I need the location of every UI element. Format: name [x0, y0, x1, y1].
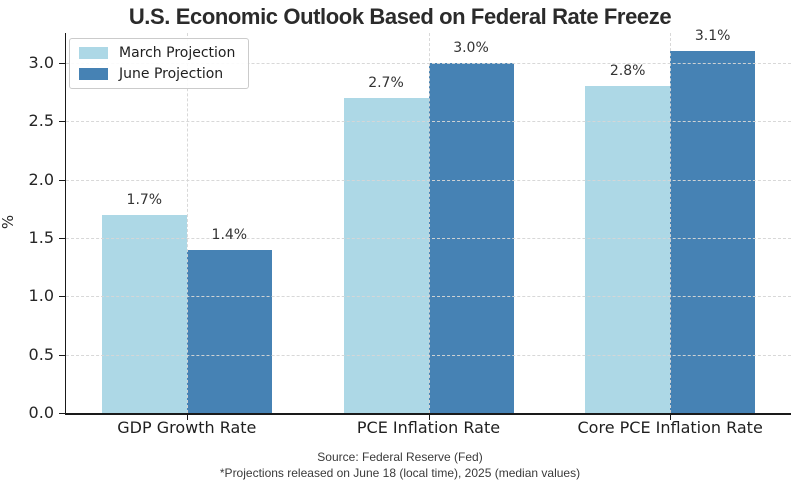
bar-june-projection-core-pce-inflation-rate	[670, 51, 756, 413]
bar-march-projection-pce-inflation-rate	[343, 98, 429, 413]
legend-entry-march-projection: March Projection	[79, 45, 235, 61]
legend-swatch-march-projection	[79, 47, 108, 59]
footer-source-line: Source: Federal Reserve (Fed)	[317, 450, 483, 464]
legend-swatch-june-projection	[79, 68, 108, 80]
x-tick-label-pce-inflation-rate: PCE Inflation Rate	[356, 418, 501, 437]
x-tick-mark	[186, 415, 188, 420]
chart-title: U.S. Economic Outlook Based on Federal R…	[128, 4, 672, 29]
bar-value-label-march-projection-pce-inflation-rate: 2.7%	[368, 75, 404, 91]
bar-march-projection-core-pce-inflation-rate	[585, 86, 671, 413]
legend-label-june-projection: June Projection	[119, 66, 224, 82]
x-tick-mark	[428, 415, 430, 420]
y-tick-mark	[59, 413, 66, 414]
footer-note-line: *Projections released on June 18 (local …	[219, 465, 581, 480]
x-tick-label-core-pce-inflation-rate: Core PCE Inflation Rate	[577, 418, 763, 437]
bar-june-projection-pce-inflation-rate	[428, 63, 514, 413]
y-tick-mark	[59, 237, 66, 239]
x-tick-mark	[670, 415, 672, 420]
y-axis-label: %	[0, 214, 18, 230]
y-tick-label: 2.0	[28, 169, 54, 189]
y-tick-label: 2.5	[28, 111, 54, 131]
legend-label-march-projection: March Projection	[119, 45, 236, 61]
bar-value-label-march-projection-gdp-growth-rate: 1.7%	[126, 191, 163, 208]
bar-march-projection-gdp-growth-rate	[101, 214, 187, 413]
y-tick-label: 1.0	[28, 286, 54, 306]
bar-june-projection-gdp-growth-rate	[186, 249, 272, 413]
plot-area: March Projection June Projection 0.0 0.5 1…	[29, 28, 791, 437]
bar-value-label-june-projection-gdp-growth-rate: 1.4%	[211, 226, 248, 243]
y-tick-mark	[59, 296, 66, 298]
x-tick-label-gdp-growth-rate: GDP Growth Rate	[117, 418, 257, 437]
y-tick-mark	[59, 121, 66, 123]
y-tick-label: 3.0	[28, 52, 54, 72]
bar-value-label-march-projection-core-pce-inflation-rate: 2.8%	[609, 63, 646, 80]
legend-entry-june-projection: June Projection	[79, 66, 235, 82]
bar-value-label-june-projection-core-pce-inflation-rate: 3.1%	[694, 28, 731, 45]
y-tick-label: 0.5	[28, 344, 54, 364]
bar-value-label-june-projection-pce-inflation-rate: 3.0%	[453, 40, 489, 56]
y-tick-mark	[59, 179, 66, 181]
y-tick-label: 1.5	[28, 227, 54, 247]
y-tick-mark	[59, 62, 66, 64]
y-tick-mark	[59, 354, 66, 356]
legend: March Projection June Projection	[69, 38, 250, 89]
y-tick-label: 0.0	[28, 403, 54, 422]
footer: Source: Federal Reserve (Fed) *Projectio…	[0, 450, 800, 481]
